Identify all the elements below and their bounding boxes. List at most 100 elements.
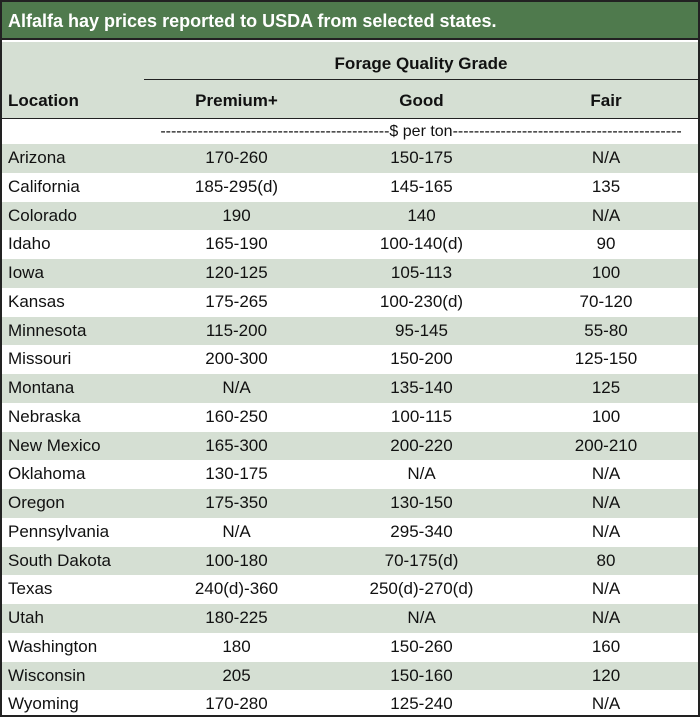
location-cell: Texas: [8, 579, 53, 599]
premium-price-cell: 170-260: [205, 148, 268, 167]
good-price-cell: 295-340: [390, 521, 453, 541]
table-row: New Mexico 165-300 200-220 200-210: [2, 431, 698, 461]
table-row: Colorado 190 140 N/A: [2, 201, 698, 231]
location-cell: Nebraska: [8, 406, 81, 426]
table-title: Alfalfa hay prices reported to USDA from…: [2, 2, 698, 40]
table-row: Oklahoma 130-175 N/A N/A: [2, 460, 698, 489]
table-row: Wisconsin 205 150-160 120: [2, 661, 698, 691]
good-price-cell: N/A: [407, 608, 436, 627]
fair-price-cell: 55-80: [584, 320, 628, 340]
fair-price-cell: N/A: [591, 579, 621, 599]
fair-price-cell: N/A: [591, 608, 621, 627]
location-cell: Montana: [8, 378, 75, 397]
premium-price-cell: N/A: [222, 378, 251, 397]
location-cell: Utah: [8, 608, 44, 627]
premium-price-cell: 205: [222, 665, 251, 685]
fair-price-cell: 90: [596, 234, 616, 254]
good-price-cell: 70-175(d): [384, 550, 459, 570]
premium-price-cell: 190: [222, 205, 251, 225]
good-price-cell: 150-260: [390, 636, 453, 656]
location-cell: Minnesota: [8, 320, 87, 340]
table-row: Arizona 170-260 150-175 N/A: [2, 144, 698, 173]
fair-price-cell: 125-150: [574, 349, 638, 369]
fair-price-cell: N/A: [591, 464, 621, 484]
table-row: Missouri 200-300 150-200 125-150: [2, 345, 698, 374]
table-row: Minnesota 115-200 95-145 55-80: [2, 316, 698, 346]
fair-price-cell: N/A: [591, 694, 621, 714]
good-price-cell: 125-240: [390, 694, 453, 714]
table-row: Pennsylvania N/A 295-340 N/A: [2, 518, 698, 547]
table-row: Oregon 175-350 130-150 N/A: [2, 489, 698, 518]
premium-price-cell: 115-200: [205, 320, 268, 340]
location-cell: Oregon: [8, 493, 65, 512]
premium-column-header: Premium+: [195, 91, 278, 110]
good-price-cell: 100-140(d): [379, 234, 464, 254]
location-cell: California: [8, 176, 80, 196]
good-price-cell: 140: [407, 205, 436, 225]
good-price-cell: 100-230(d): [379, 291, 464, 311]
location-cell: New Mexico: [8, 435, 101, 455]
location-cell: Wyoming: [8, 694, 79, 714]
good-price-cell: 135-140: [390, 378, 453, 397]
unit-label: ----------------------------------------…: [2, 119, 698, 144]
table-row: Montana N/A 135-140 125: [2, 374, 698, 403]
table-row: Kansas 175-265 100-230(d) 70-120: [2, 288, 698, 317]
premium-price-cell: 175-350: [205, 493, 268, 512]
fair-price-cell: N/A: [591, 148, 621, 167]
good-column-header: Good: [399, 91, 444, 110]
good-price-cell: 95-145: [395, 320, 448, 340]
table-row: Wyoming 170-280 125-240 N/A: [2, 690, 698, 719]
good-price-cell: 150-200: [390, 349, 453, 369]
premium-price-cell: 180: [222, 636, 251, 656]
good-price-cell: 150-175: [390, 148, 453, 167]
premium-price-cell: 185-295(d): [194, 176, 279, 196]
location-cell: Wisconsin: [8, 665, 86, 685]
table-header: Forage Quality Grade Location Premium+ G…: [2, 42, 698, 119]
grade-group-label: Forage Quality Grade: [334, 54, 508, 73]
fair-price-cell: N/A: [591, 521, 621, 541]
premium-price-cell: 200-300: [205, 349, 268, 369]
good-price-cell: 130-150: [390, 493, 453, 512]
table-row: Washington 180 150-260 160: [2, 633, 698, 662]
fair-price-cell: 160: [591, 636, 621, 656]
table-row: Iowa 120-125 105-113 100: [2, 259, 698, 288]
fair-price-cell: 100: [591, 406, 621, 426]
fair-price-cell: 80: [596, 550, 616, 570]
table-row: Idaho 165-190 100-140(d) 90: [2, 230, 698, 259]
premium-price-cell: 130-175: [205, 464, 268, 484]
premium-price-cell: 160-250: [205, 406, 268, 426]
fair-price-cell: N/A: [591, 205, 621, 225]
fair-price-cell: 100: [591, 263, 621, 282]
good-price-cell: 105-113: [390, 263, 453, 282]
table-body: Arizona 170-260 150-175 N/A California 185-29…: [2, 144, 698, 719]
premium-price-cell: 120-125: [205, 263, 268, 282]
good-price-cell: 145-165: [390, 176, 453, 196]
location-cell: Iowa: [8, 263, 44, 282]
good-price-cell: 100-115: [390, 406, 453, 426]
table-row: South Dakota 100-180 70-175(d) 80: [2, 546, 698, 576]
location-cell: South Dakota: [8, 550, 112, 570]
table-row: Nebraska 160-250 100-115 100: [2, 403, 698, 432]
table-row: California 185-295(d) 145-165 135: [2, 173, 698, 202]
premium-price-cell: 170-280: [205, 694, 268, 714]
location-cell: Missouri: [8, 349, 72, 369]
premium-price-cell: 240(d)-360: [194, 579, 279, 599]
good-price-cell: 250(d)-270(d): [369, 579, 474, 599]
location-cell: Oklahoma: [8, 464, 86, 484]
good-price-cell: N/A: [407, 464, 436, 484]
fair-price-cell: 120: [591, 665, 621, 685]
premium-price-cell: 100-180: [205, 550, 268, 570]
premium-price-cell: 175-265: [205, 291, 268, 311]
table-row: Utah 180-225 N/A N/A: [2, 604, 698, 633]
fair-price-cell: 135: [591, 176, 621, 196]
table-row: Texas 240(d)-360 250(d)-270(d) N/A: [2, 575, 698, 604]
location-cell: Kansas: [8, 291, 65, 311]
location-cell: Idaho: [8, 234, 51, 254]
fair-price-cell: 200-210: [574, 435, 638, 455]
fair-price-cell: N/A: [591, 493, 621, 512]
good-price-cell: 150-160: [390, 665, 453, 685]
location-column-header: Location: [8, 91, 79, 110]
location-cell: Colorado: [8, 205, 77, 225]
premium-price-cell: 165-190: [205, 234, 268, 254]
location-cell: Pennsylvania: [8, 521, 110, 541]
